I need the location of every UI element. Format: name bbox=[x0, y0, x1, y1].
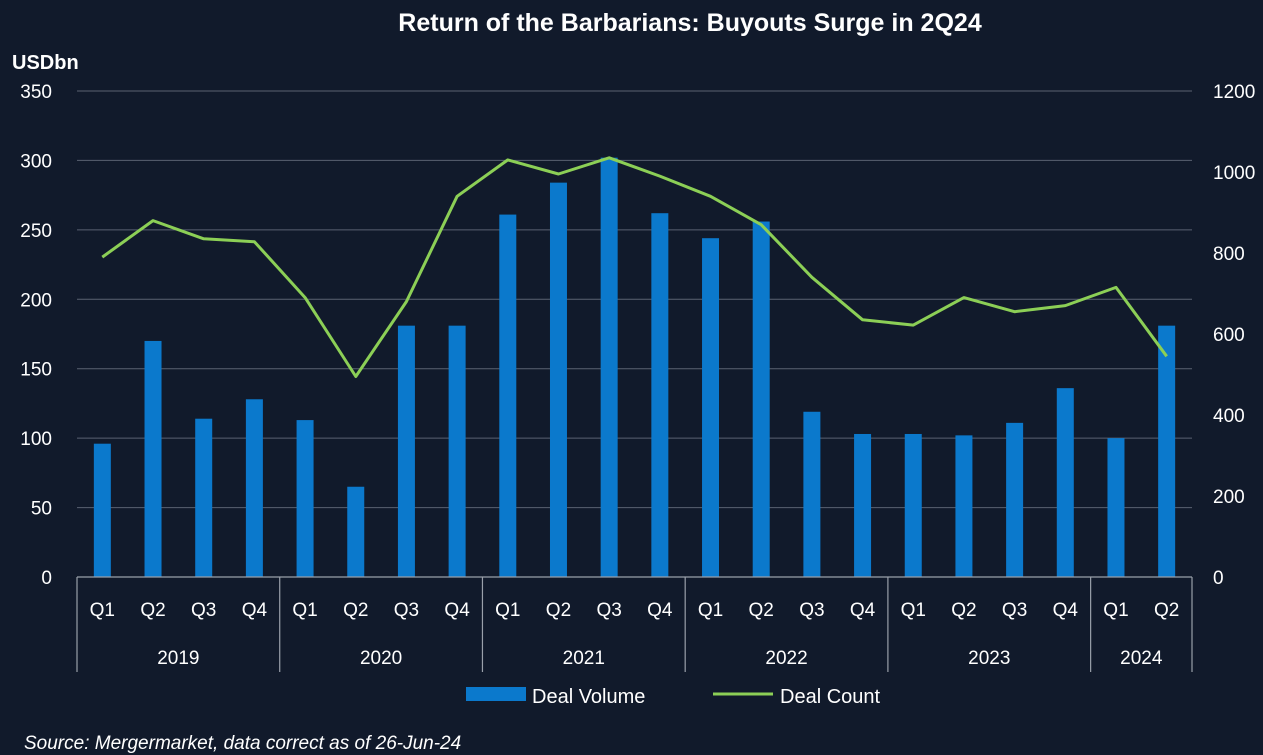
grid-layer bbox=[77, 90, 1192, 509]
bar-deal-volume bbox=[195, 418, 213, 577]
x-group-label: 2024 bbox=[1120, 648, 1163, 669]
x-tick-label: Q3 bbox=[1002, 600, 1027, 621]
bar-deal-volume bbox=[448, 325, 466, 577]
x-tick-label: Q2 bbox=[1154, 600, 1179, 621]
x-tick-label: Q2 bbox=[546, 600, 571, 621]
x-group-label: 2023 bbox=[968, 648, 1010, 669]
chart-title: Return of the Barbarians: Buyouts Surge … bbox=[398, 9, 982, 37]
bar-deal-volume bbox=[93, 443, 111, 577]
bar-layer bbox=[93, 157, 1176, 578]
bar-deal-volume bbox=[1158, 325, 1176, 577]
x-group-label: 2022 bbox=[765, 648, 807, 669]
y2-tick-label: 800 bbox=[1213, 244, 1245, 265]
bar-deal-volume bbox=[651, 213, 669, 578]
y-tick-label: 100 bbox=[20, 429, 52, 450]
bar-deal-volume bbox=[1006, 422, 1024, 577]
legend-label-deal-volume: Deal Volume bbox=[532, 686, 645, 708]
bar-deal-volume bbox=[600, 157, 618, 577]
bar-deal-volume bbox=[752, 221, 770, 578]
line-deal-count bbox=[101, 156, 1168, 378]
y2-tick-label: 400 bbox=[1213, 406, 1245, 427]
x-group-label: 2020 bbox=[360, 648, 402, 669]
bar-deal-volume bbox=[803, 411, 821, 577]
y-tick-label: 350 bbox=[20, 82, 52, 103]
x-tick-label: Q2 bbox=[140, 600, 165, 621]
bar-deal-volume bbox=[955, 435, 973, 577]
x-tick-label: Q2 bbox=[343, 600, 368, 621]
y-tick-label: 50 bbox=[31, 499, 52, 520]
bar-deal-volume bbox=[549, 182, 567, 577]
y-tick-label: 0 bbox=[41, 568, 52, 589]
bar-deal-volume bbox=[1107, 438, 1125, 577]
bar-deal-volume bbox=[499, 214, 517, 577]
axis-layer: 0 50 100 150 200 250 300 350 0 200 400 600 800 1000 12… bbox=[20, 82, 1255, 672]
y2-tick-label: 200 bbox=[1213, 487, 1245, 508]
x-group-label: 2019 bbox=[157, 648, 199, 669]
bar-deal-volume bbox=[1056, 388, 1074, 577]
bar-deal-volume bbox=[854, 433, 872, 577]
bar-deal-volume bbox=[296, 420, 314, 577]
bar-deal-volume bbox=[702, 238, 720, 577]
x-tick-label: Q3 bbox=[191, 600, 216, 621]
x-tick-label: Q1 bbox=[698, 600, 723, 621]
x-tick-label: Q2 bbox=[749, 600, 774, 621]
x-tick-label: Q4 bbox=[242, 600, 268, 621]
y-axis-label: USDbn bbox=[12, 52, 79, 74]
y2-tick-label: 600 bbox=[1213, 325, 1245, 346]
x-group-label: 2021 bbox=[563, 648, 605, 669]
legend: Deal Volume Deal Count bbox=[466, 686, 881, 708]
y2-tick-label: 1200 bbox=[1213, 82, 1255, 103]
y2-tick-label: 0 bbox=[1213, 568, 1224, 589]
bar-deal-volume bbox=[904, 433, 922, 577]
legend-label-deal-count: Deal Count bbox=[780, 686, 881, 708]
bar-deal-volume bbox=[397, 325, 415, 577]
source-note: Source: Mergermarket, data correct as of… bbox=[24, 733, 461, 754]
bar-deal-volume bbox=[347, 486, 365, 577]
x-tick-label: Q4 bbox=[647, 600, 673, 621]
x-tick-label: Q1 bbox=[901, 600, 926, 621]
x-tick-label: Q4 bbox=[1053, 600, 1079, 621]
bar-deal-volume bbox=[144, 340, 162, 577]
y-tick-label: 300 bbox=[20, 151, 52, 172]
y2-tick-label: 1000 bbox=[1213, 163, 1255, 184]
x-tick-label: Q3 bbox=[596, 600, 621, 621]
y-tick-label: 150 bbox=[20, 360, 52, 381]
bar-deal-volume bbox=[245, 399, 263, 577]
x-tick-label: Q4 bbox=[444, 600, 470, 621]
y-tick-label: 200 bbox=[20, 290, 52, 311]
x-tick-label: Q1 bbox=[495, 600, 520, 621]
x-tick-label: Q3 bbox=[799, 600, 824, 621]
x-tick-label: Q1 bbox=[292, 600, 317, 621]
x-tick-label: Q2 bbox=[951, 600, 976, 621]
x-tick-label: Q1 bbox=[90, 600, 115, 621]
y-tick-label: 250 bbox=[20, 221, 52, 242]
legend-swatch-deal-volume bbox=[466, 687, 526, 701]
x-tick-label: Q4 bbox=[850, 600, 876, 621]
x-tick-label: Q3 bbox=[394, 600, 419, 621]
x-tick-label: Q1 bbox=[1103, 600, 1128, 621]
line-layer bbox=[101, 156, 1168, 378]
